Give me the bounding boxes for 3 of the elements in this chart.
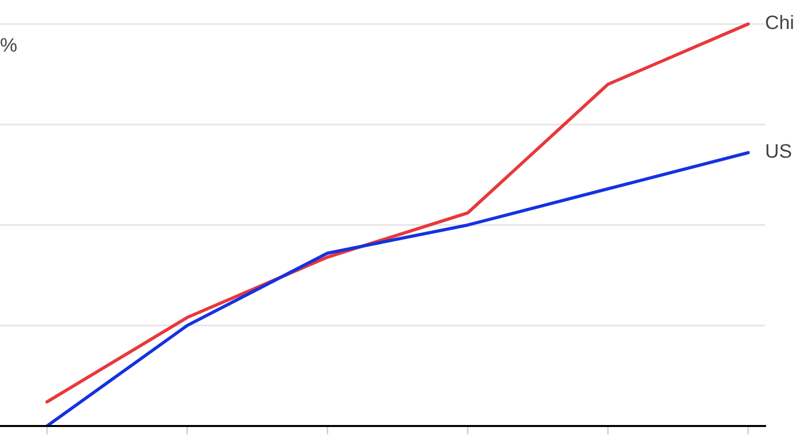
series-label: US — [766, 144, 792, 158]
y-axis-title: % — [0, 38, 17, 52]
series-label: Chi — [766, 14, 793, 30]
